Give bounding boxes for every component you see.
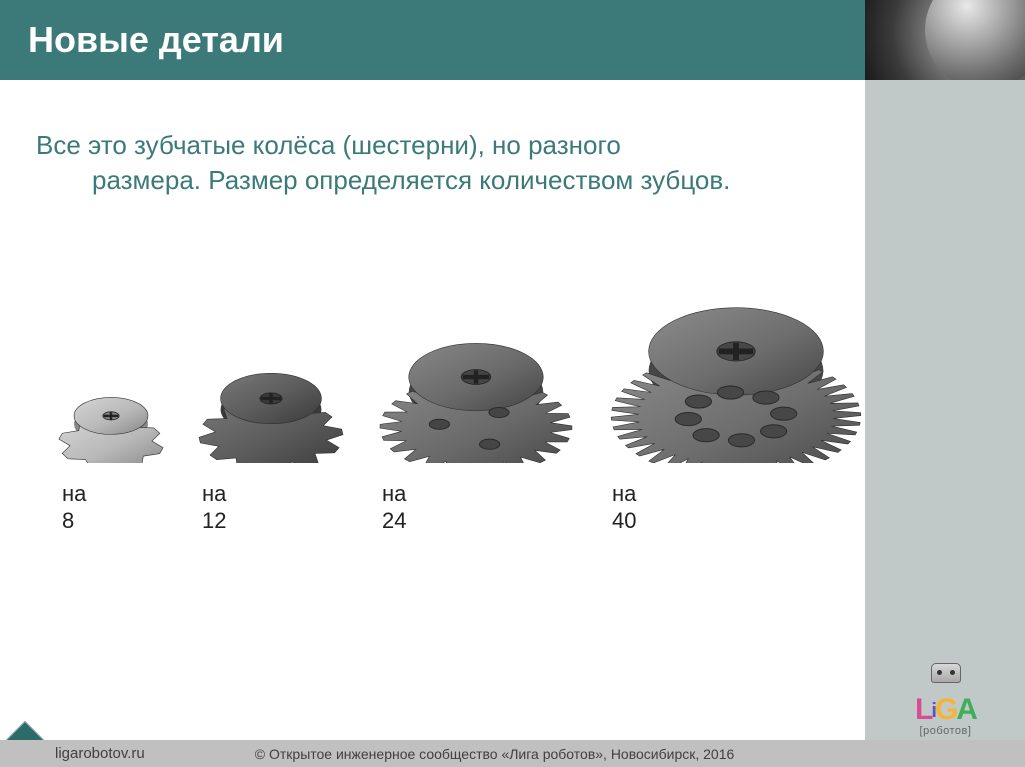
logo-letter-g: G xyxy=(935,693,956,726)
gear-icon xyxy=(196,355,346,463)
gear-icon xyxy=(56,384,166,463)
gear-label: на24 xyxy=(376,481,406,534)
body-text-line2: размера. Размер определяется количеством… xyxy=(92,163,829,198)
slide-content: Все это зубчатые колёса (шестерни), но р… xyxy=(0,80,865,740)
gear-label: на12 xyxy=(196,481,226,534)
slide-footer: ligarobotov.ru © Открытое инженерное соо… xyxy=(0,740,1025,767)
gear-icon xyxy=(376,319,576,463)
gear-item: на12 xyxy=(196,355,346,534)
body-text-line1: Все это зубчатые колёса (шестерни), но р… xyxy=(36,128,829,163)
logo-robot-icon xyxy=(928,663,964,693)
footer-url: ligarobotov.ru xyxy=(55,745,145,762)
gear-label: на40 xyxy=(606,481,636,534)
logo-text: LiGA xyxy=(878,695,1013,725)
gears-row: на8 на12 xyxy=(36,276,829,534)
slide-title: Новые детали xyxy=(28,19,284,61)
gear-item: на8 xyxy=(56,384,166,534)
gear-label: на8 xyxy=(56,481,86,534)
slide-header: Новые детали xyxy=(0,0,1025,80)
liga-logo: LiGA [роботов] xyxy=(878,663,1013,737)
footer-copyright: © Открытое инженерное сообщество «Лига р… xyxy=(255,746,735,762)
logo-letter-l: L xyxy=(915,693,931,726)
gear-item: на40 xyxy=(606,276,866,534)
gear-item: на24 xyxy=(376,319,576,534)
header-decor-image xyxy=(865,0,1025,80)
gear-icon xyxy=(606,276,866,463)
logo-subtitle: [роботов] xyxy=(878,725,1013,737)
logo-letter-a: A xyxy=(956,693,976,726)
